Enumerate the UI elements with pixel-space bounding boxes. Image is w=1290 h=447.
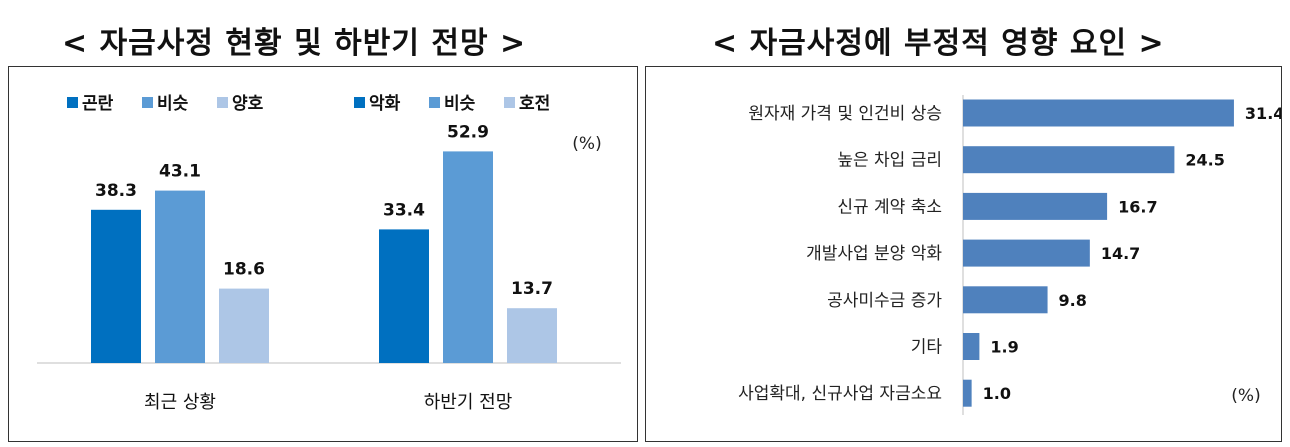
bar	[963, 99, 1234, 127]
group-label: 최근 상황	[144, 392, 216, 413]
category-label: 개발사업 분양 악화	[806, 244, 942, 264]
negative-factors-chart: 원자재 가격 및 인건비 상승 31.4 높은 차입 금리 24.5 신규 계약 축소 1…	[738, 95, 1284, 415]
bar	[963, 192, 1108, 220]
bar	[507, 308, 557, 363]
bar	[379, 229, 429, 363]
bar-value-label: 52.9	[447, 122, 489, 142]
bar	[443, 151, 493, 363]
negative-factors-chart-panel: 원자재 가격 및 인건비 상승 31.4 높은 차입 금리 24.5 신규 계약 축소 1…	[645, 66, 1284, 442]
bar-value-label: 18.6	[223, 260, 265, 280]
bar	[963, 286, 1048, 314]
bar	[963, 333, 980, 360]
category-label: 높은 차입 금리	[837, 151, 942, 171]
legend-label: 양호	[232, 94, 264, 114]
left-chart-title: < 자금사정 현황 및 하반기 전망 >	[62, 26, 527, 61]
bar	[963, 239, 1090, 267]
bar-value-label: 1.9	[990, 338, 1018, 357]
legend-swatch	[504, 97, 515, 108]
bar-value-label: 1.0	[983, 384, 1011, 403]
category-label: 공사미수금 증가	[827, 291, 942, 311]
legend-swatch	[429, 97, 440, 108]
legend-label: 비슷	[444, 94, 476, 114]
bar	[155, 190, 205, 363]
legend-label: 악화	[369, 94, 401, 114]
bar-value-label: 33.4	[383, 200, 425, 220]
bar-value-label: 16.7	[1118, 197, 1157, 216]
bar-value-label: 43.1	[159, 162, 201, 182]
legend-swatch	[67, 97, 78, 108]
category-label: 원자재 가격 및 인건비 상승	[748, 104, 942, 124]
category-label: 기타	[911, 338, 943, 358]
bar-value-label: 14.7	[1101, 244, 1140, 263]
legend-label: 곤란	[82, 94, 114, 114]
funding-status-chart: (%) 곤란 비슷 양호 38.3 43.1 18.6 최근 상황 악화 비슷 호전 33.4 52.9…	[37, 94, 621, 413]
right-chart-title: < 자금사정에 부정적 영향 요인 >	[712, 26, 1165, 61]
category-label: 신규 계약 축소	[837, 197, 942, 217]
bar	[963, 146, 1175, 174]
category-label: 사업확대, 신규사업 자금소요	[738, 384, 942, 404]
bar-value-label: 38.3	[95, 181, 137, 201]
legend-swatch	[217, 97, 228, 108]
legend-label: 비슷	[157, 94, 189, 114]
bar-value-label: 31.4	[1245, 104, 1281, 123]
legend-label: 호전	[519, 94, 550, 114]
funding-status-chart-panel: (%) 곤란 비슷 양호 38.3 43.1 18.6 최근 상황 악화 비슷 호전 33.4 52.9…	[8, 66, 638, 442]
bar	[219, 288, 269, 363]
legend-swatch	[142, 97, 153, 108]
group-label: 하반기 전망	[424, 392, 513, 413]
bar	[91, 209, 141, 363]
bar-value-label: 13.7	[511, 279, 553, 299]
legend-swatch	[354, 97, 365, 108]
unit-label: (%)	[572, 134, 601, 154]
bar-value-label: 24.5	[1185, 151, 1224, 170]
bar-value-label: 9.8	[1059, 291, 1087, 310]
unit-label: (%)	[1231, 386, 1260, 406]
bar	[963, 379, 972, 407]
